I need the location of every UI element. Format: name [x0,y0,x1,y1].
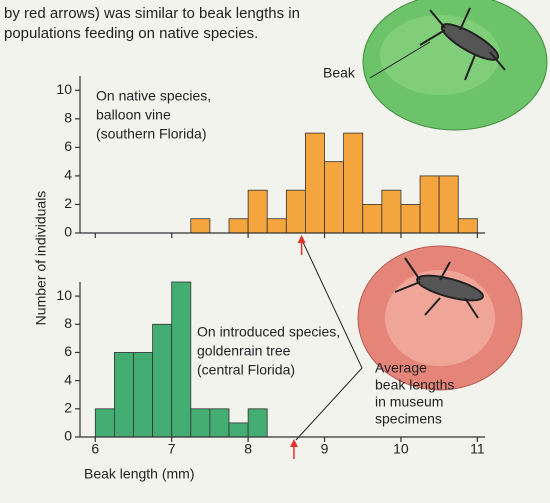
histogram-bar [228,218,249,234]
histogram-bar [419,175,440,234]
annotation: On introduced species, [197,324,340,340]
x-tick-label: 6 [91,441,99,457]
annotation: balloon vine [96,107,171,123]
histogram-bar [247,408,268,438]
histogram-bar [94,408,115,438]
y-tick-label: 6 [64,343,72,359]
annotation: goldenrain tree [197,343,291,359]
museum-label: in museum [375,394,443,410]
histogram-bar [362,204,383,234]
museum-label: Average [375,360,427,376]
red-arrow-head [289,439,298,447]
y-tick-label: 4 [64,371,72,387]
annotation: On native species, [96,88,211,104]
museum-label: beak lengths [375,377,454,393]
museum-pointer [295,239,363,441]
histogram-bar [343,132,364,234]
y-tick-label: 10 [56,81,72,97]
histogram-bar [247,189,268,234]
histogram-bar [190,218,211,234]
museum-label: specimens [375,411,442,427]
histogram-bar [305,132,325,234]
bug-bottom [394,257,484,319]
y-tick-label: 8 [64,315,72,331]
histogram-bar [209,408,230,438]
y-tick-label: 0 [64,224,72,240]
histogram-bar [228,422,249,438]
y-tick-label: 2 [64,400,72,416]
histogram-bar [190,408,211,438]
x-tick-label: 9 [321,441,329,457]
histogram-bar [438,175,459,234]
y-tick-label: 2 [64,195,72,211]
histogram-bar [400,204,421,234]
histogram-bar [171,281,192,438]
header-line: populations feeding on native species. [4,25,258,42]
header-line: by red arrows) was similar to beak lengt… [4,5,300,22]
y-tick-label: 4 [64,167,72,183]
annotation: (central Florida) [197,362,295,378]
histogram-bar [266,218,287,234]
histogram-bar [152,323,173,438]
y-tick-label: 0 [64,428,72,444]
histogram-bar [324,161,345,234]
annotation: (southern Florida) [96,126,207,142]
x-tick-label: 8 [244,441,252,457]
beak-pointer [369,41,431,79]
y-tick-label: 8 [64,110,72,126]
histogram-bar [457,218,478,234]
x-tick-label: 10 [393,441,409,457]
x-axis-label: Beak length (mm) [84,466,194,482]
bug-top [419,7,506,81]
beak-label: Beak [323,65,356,81]
y-tick-label: 6 [64,138,72,154]
histogram-bar [285,189,306,234]
histogram-bar [381,189,402,234]
red-arrow-head [297,235,306,243]
histogram-bar [133,352,153,438]
y-axis-label: Number of individuals [33,191,49,326]
x-tick-label: 7 [168,441,176,457]
x-tick-label: 11 [470,441,485,457]
histogram-bar [113,352,134,438]
y-tick-label: 10 [56,287,72,303]
